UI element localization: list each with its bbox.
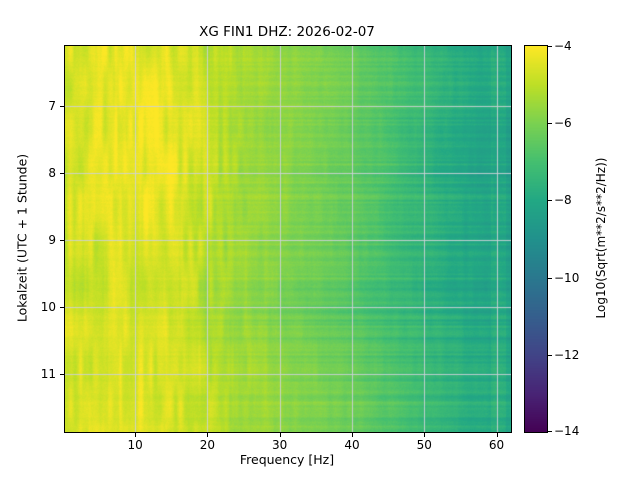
y-tick-mark: [60, 173, 64, 175]
chart-title: XG FIN1 DHZ: 2026-02-07: [199, 24, 375, 40]
colorbar-tick-mark: [548, 123, 552, 125]
y-axis-label: Lokalzeit (UTC + 1 Stunde): [14, 153, 30, 323]
y-tick-mark: [60, 373, 64, 375]
colorbar-tick-label: −12: [554, 347, 580, 362]
x-axis-label: Frequency [Hz]: [239, 452, 335, 467]
y-tick-mark: [60, 306, 64, 308]
x-tick-mark: [135, 433, 137, 437]
y-tick-label: 7: [48, 99, 56, 114]
colorbar-tick-mark: [548, 354, 552, 356]
x-tick-mark: [351, 433, 353, 437]
x-tick-label: 40: [344, 438, 360, 452]
colorbar-tick-label: −6: [554, 116, 572, 131]
y-tick-label: 11: [40, 366, 56, 381]
y-tick-mark: [60, 240, 64, 241]
colorbar-tick-label: −4: [554, 39, 572, 53]
colorbar-tick-mark: [548, 46, 552, 47]
colorbar-tick-label: −14: [554, 424, 580, 438]
plot-area: [64, 45, 512, 433]
x-tick-label: 10: [127, 438, 143, 452]
colorbar-tick-label: −8: [554, 193, 572, 208]
y-tick-mark: [60, 106, 64, 108]
x-tick-mark: [424, 433, 426, 437]
y-tick-label: 8: [48, 166, 56, 181]
spectrogram-heatmap: [65, 46, 511, 432]
x-tick-mark: [496, 433, 498, 437]
colorbar-tick-mark: [548, 431, 552, 432]
x-tick-label: 30: [272, 438, 288, 452]
colorbar: [524, 45, 548, 433]
x-tick-label: 60: [488, 438, 505, 452]
x-tick-mark: [279, 433, 281, 437]
colorbar-label: Log10(Sqrt(m**2/s**2/Hz)): [594, 157, 608, 319]
x-tick-mark: [207, 433, 209, 437]
colorbar-tick-mark: [548, 277, 552, 279]
x-tick-label: 50: [416, 438, 432, 452]
y-tick-label: 10: [40, 299, 56, 314]
colorbar-tick-mark: [548, 200, 552, 202]
colorbar-gradient: [525, 46, 547, 432]
colorbar-tick-label: −10: [554, 270, 580, 285]
y-tick-label: 9: [48, 233, 56, 247]
x-tick-label: 20: [199, 438, 216, 452]
